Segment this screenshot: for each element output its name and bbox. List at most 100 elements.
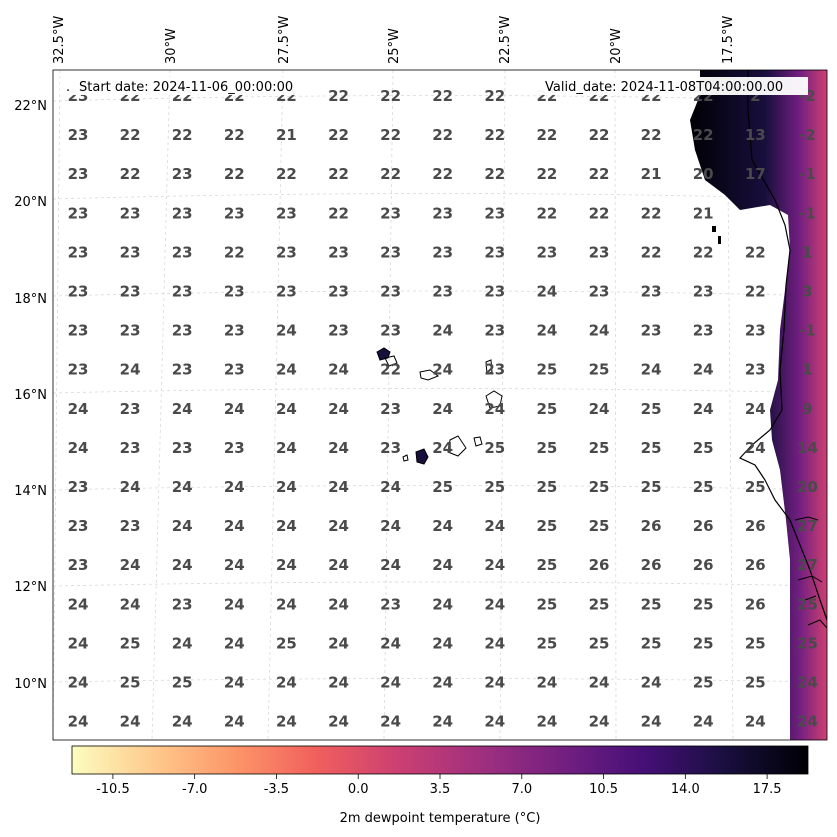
grid-value: 24 xyxy=(172,478,193,496)
grid-value: 23 xyxy=(172,204,193,222)
grid-value: 22 xyxy=(536,126,557,144)
grid-value: 25 xyxy=(589,439,610,457)
grid-value: 25 xyxy=(536,400,557,418)
grid-value: 22 xyxy=(172,126,193,144)
grid-value: 25 xyxy=(589,517,610,535)
grid-value: 24 xyxy=(224,478,245,496)
grid-value: 24 xyxy=(432,361,453,379)
grid-value: 1 xyxy=(802,361,812,379)
grid-value: 24 xyxy=(745,439,766,457)
grid-value: 25 xyxy=(693,478,714,496)
grid-value: 22 xyxy=(380,165,401,183)
valid-date: Valid_date: 2024-11-08T04:00:00.00 xyxy=(545,80,783,95)
grid-value: 24 xyxy=(432,595,453,613)
grid-value: 25 xyxy=(745,478,766,496)
grid-value: 25 xyxy=(693,634,714,652)
grid-value: 24 xyxy=(641,361,662,379)
grid-value: 24 xyxy=(484,595,505,613)
grid-value: 24 xyxy=(484,400,505,418)
grid-value: 24 xyxy=(641,674,662,692)
grid-value: 24 xyxy=(276,400,297,418)
grid-value: 26 xyxy=(641,517,662,535)
grid-value: 23 xyxy=(68,126,89,144)
grid-value: 23 xyxy=(224,361,245,379)
grid-value: 24 xyxy=(328,400,349,418)
grid-value: 23 xyxy=(120,439,141,457)
grid-value: 25 xyxy=(120,634,141,652)
grid-value: 23 xyxy=(224,322,245,340)
grid-value: 23 xyxy=(68,243,89,261)
grid-value: 25 xyxy=(172,674,193,692)
grid-value: 24 xyxy=(328,595,349,613)
grid-value: 23 xyxy=(172,361,193,379)
grid-value: 22 xyxy=(536,204,557,222)
grid-value: 23 xyxy=(120,283,141,301)
grid-value: 22 xyxy=(224,243,245,261)
colorbar-tick-label: 10.5 xyxy=(589,782,618,797)
cape-verde-islands xyxy=(376,347,503,465)
grid-value: 24 xyxy=(172,634,193,652)
grid-value: 23 xyxy=(120,517,141,535)
grid-value: 23 xyxy=(120,400,141,418)
grid-value: 24 xyxy=(432,322,453,340)
coastal-dewpoint-field xyxy=(690,70,827,740)
grid-value: 24 xyxy=(224,634,245,652)
grid-value: 23 xyxy=(484,204,505,222)
grid-value: 24 xyxy=(536,674,557,692)
grid-value: 24 xyxy=(328,674,349,692)
grid-value: 24 xyxy=(276,322,297,340)
grid-value: 24 xyxy=(276,361,297,379)
grid-value: 25 xyxy=(641,400,662,418)
grid-value: 22 xyxy=(745,283,766,301)
grid-value: 26 xyxy=(641,556,662,574)
grid-value: 21 xyxy=(276,126,297,144)
grid-value: 24 xyxy=(68,595,89,613)
grid-value: 24 xyxy=(120,713,141,731)
grid-value: 24 xyxy=(536,322,557,340)
grid-value: 24 xyxy=(276,674,297,692)
grid-value: 9 xyxy=(802,400,812,418)
latitude-label: 10°N xyxy=(14,677,47,692)
grid-value: 26 xyxy=(745,595,766,613)
colorbar-tick-label: -7.0 xyxy=(182,782,207,797)
grid-value: 23 xyxy=(745,361,766,379)
grid-value: 24 xyxy=(276,439,297,457)
grid-value: 23 xyxy=(693,322,714,340)
latitude-labels: 22°N 20°N 18°N 16°N 14°N 12°N 10°N xyxy=(14,99,47,692)
grid-value: 22 xyxy=(120,126,141,144)
grid-value: 24 xyxy=(328,439,349,457)
grid-value: 26 xyxy=(745,517,766,535)
grid-value: 23 xyxy=(328,283,349,301)
grid-value: 22 xyxy=(484,87,505,105)
grid-value: 24 xyxy=(432,439,453,457)
grid-value: 24 xyxy=(693,713,714,731)
grid-value: 23 xyxy=(120,243,141,261)
grid-value: 24 xyxy=(432,634,453,652)
grid-value: 23 xyxy=(68,322,89,340)
start-date-bullet: . xyxy=(66,80,70,95)
grid-value: 25 xyxy=(536,478,557,496)
grid-value: 22 xyxy=(641,243,662,261)
grid-value: -1 xyxy=(799,204,816,222)
grid-value: 24 xyxy=(276,517,297,535)
grid-value: 23 xyxy=(68,204,89,222)
grid-value: 24 xyxy=(693,400,714,418)
grid-value: -1 xyxy=(799,322,816,340)
colorbar xyxy=(71,745,809,775)
grid-value: 22 xyxy=(432,126,453,144)
grid-value: 24 xyxy=(276,478,297,496)
latitude-label: 12°N xyxy=(14,580,47,595)
grid-value: 24 xyxy=(172,713,193,731)
grid-value: 22 xyxy=(589,126,610,144)
grid-value: 24 xyxy=(380,517,401,535)
coastline xyxy=(739,70,827,621)
grid-value: 22 xyxy=(328,204,349,222)
grid-value: 25 xyxy=(536,634,557,652)
grid-value: 24 xyxy=(380,674,401,692)
grid-value: 22 xyxy=(224,165,245,183)
grid-value: 23 xyxy=(380,283,401,301)
grid-value: 13 xyxy=(745,126,766,144)
grid-value: 24 xyxy=(380,713,401,731)
grid-value: 26 xyxy=(693,517,714,535)
